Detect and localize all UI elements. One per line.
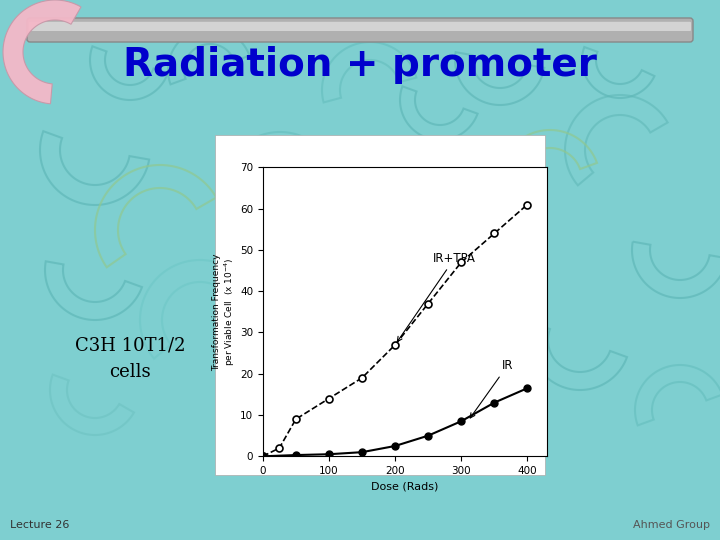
Text: Radiation + promoter: Radiation + promoter — [123, 46, 597, 84]
Text: C3H 10T1/2: C3H 10T1/2 — [75, 336, 185, 354]
Y-axis label: Transformation Frequency
per Viable Cell  (x 10$^{-4}$): Transformation Frequency per Viable Cell… — [212, 253, 237, 370]
Text: IR: IR — [470, 359, 513, 418]
Text: Lecture 26: Lecture 26 — [10, 520, 69, 530]
Polygon shape — [3, 0, 81, 104]
X-axis label: Dose (Rads): Dose (Rads) — [372, 482, 438, 491]
Text: Ahmed Group: Ahmed Group — [633, 520, 710, 530]
FancyBboxPatch shape — [27, 18, 693, 42]
Text: IR+TPA: IR+TPA — [397, 252, 476, 342]
FancyBboxPatch shape — [215, 135, 545, 475]
FancyBboxPatch shape — [29, 22, 691, 31]
Text: cells: cells — [109, 363, 150, 381]
